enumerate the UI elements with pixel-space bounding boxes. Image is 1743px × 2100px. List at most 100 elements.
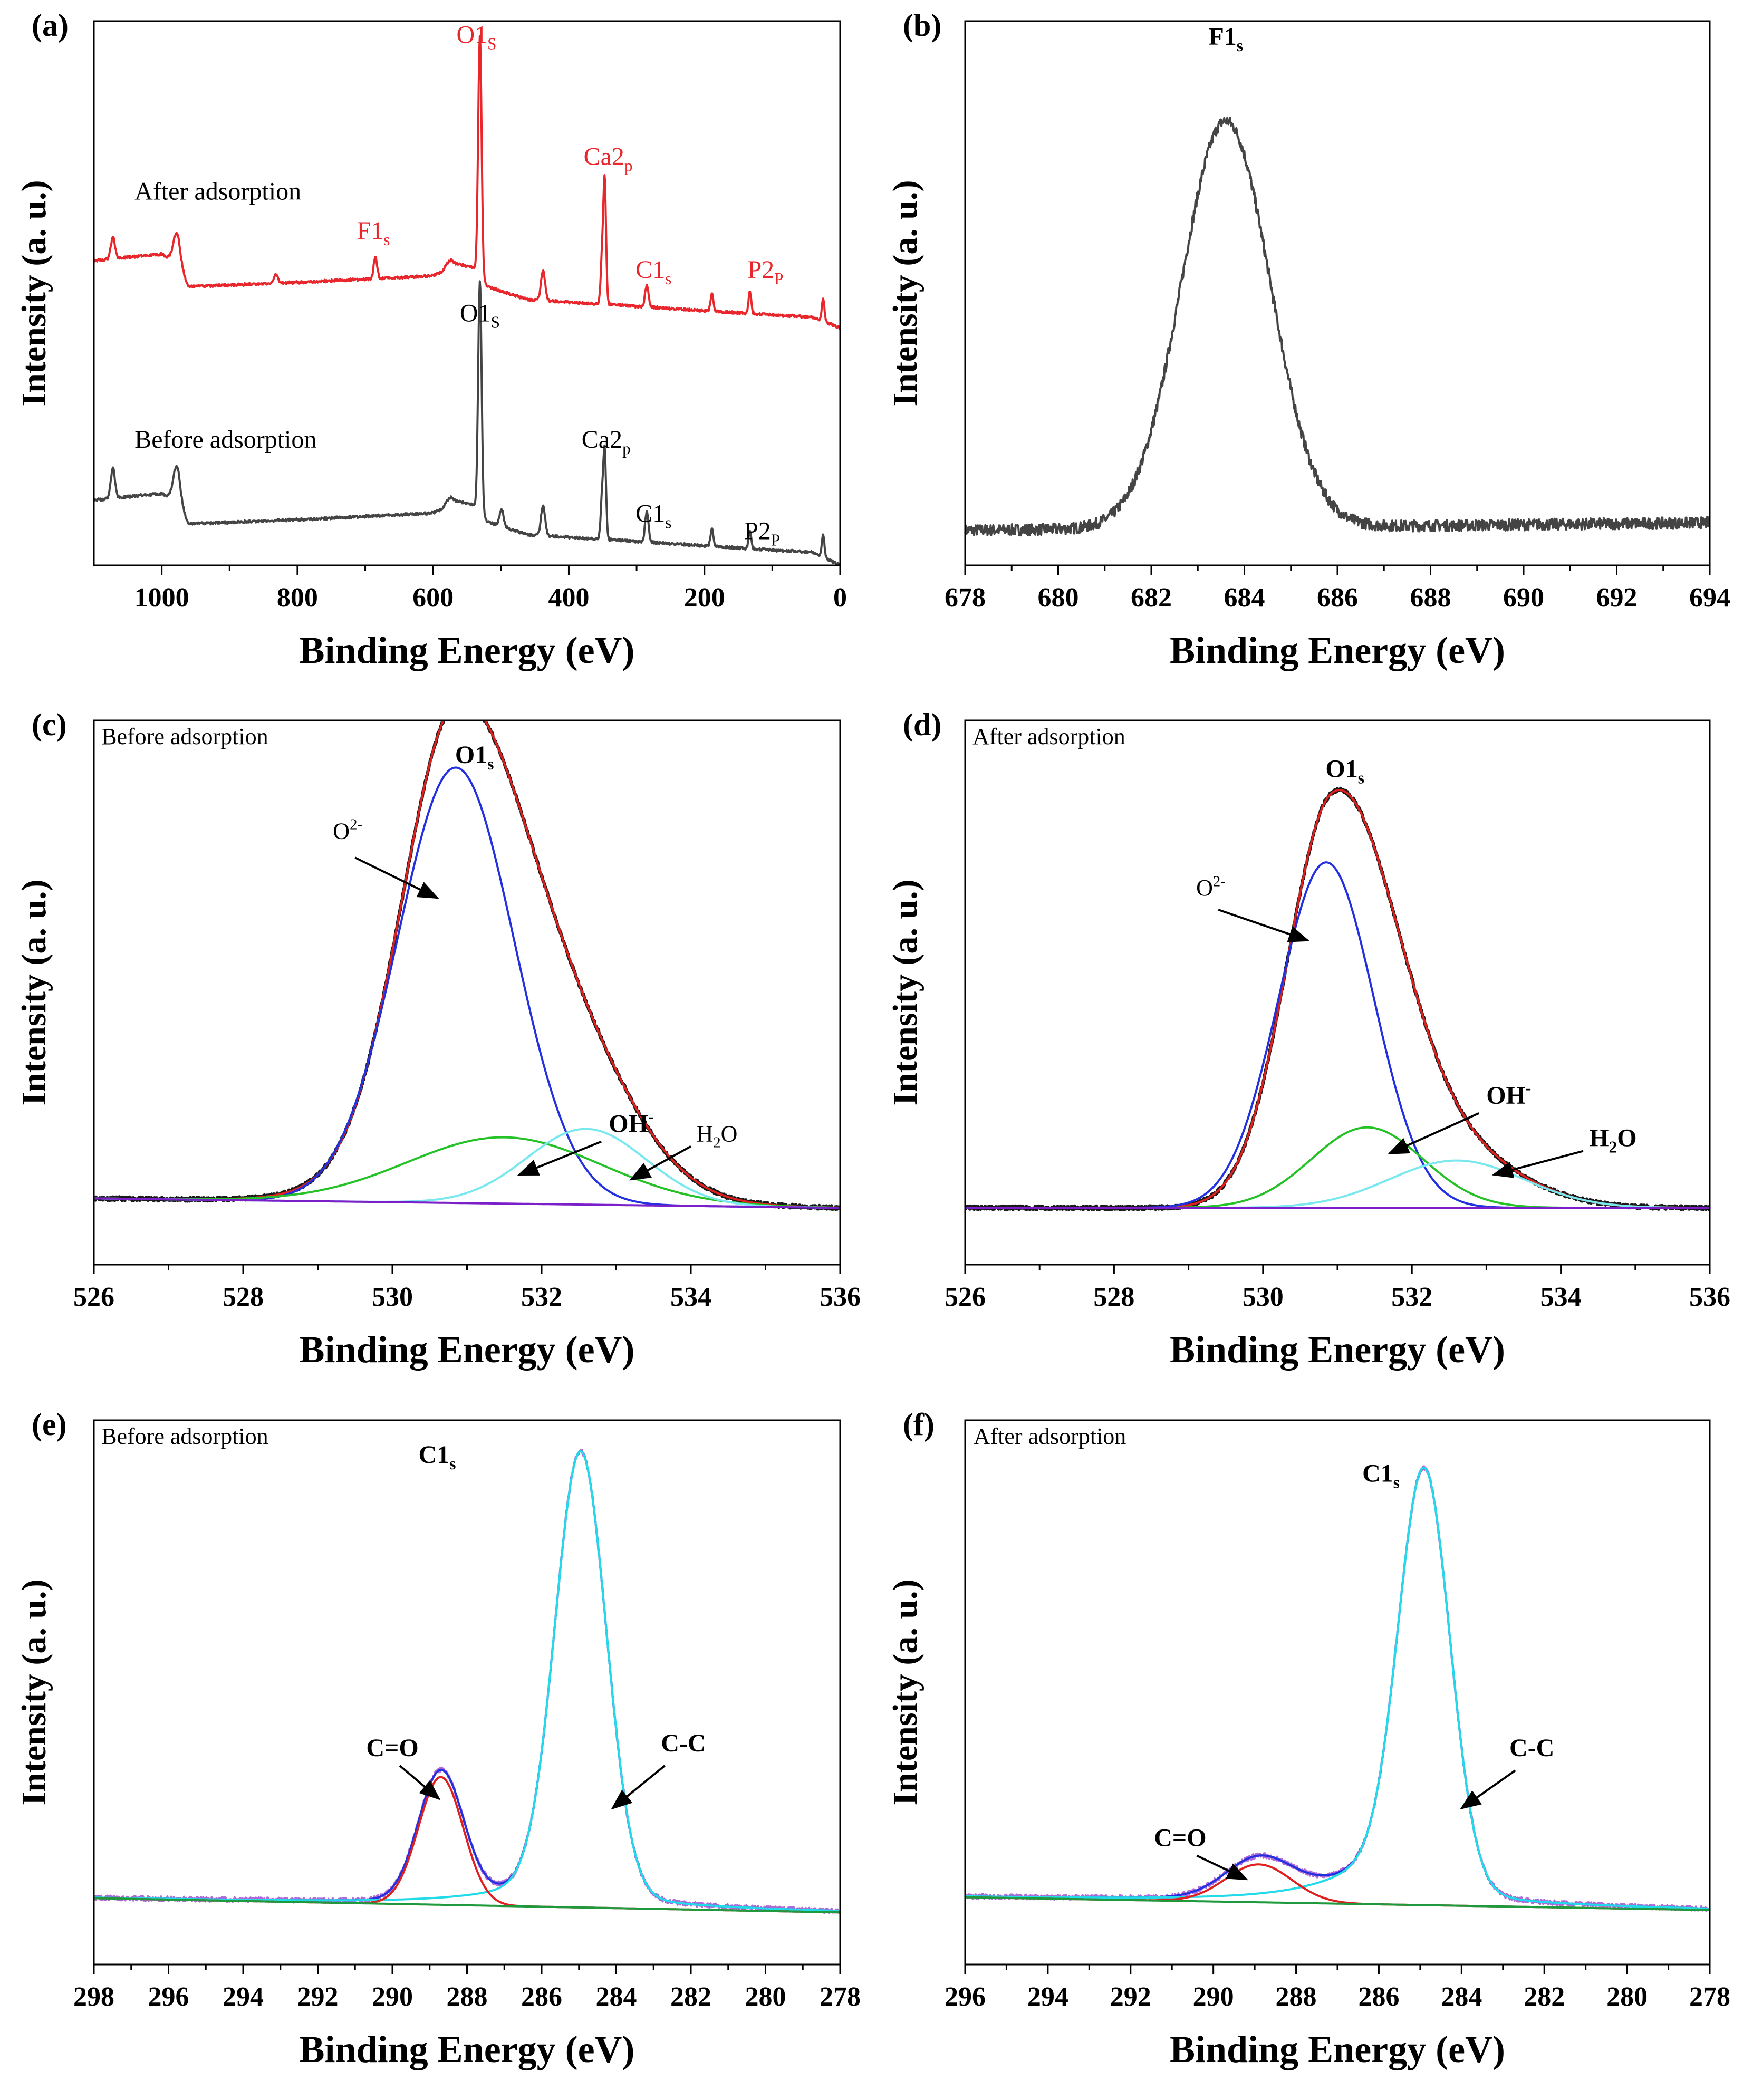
annotation-o1: O1s — [1325, 755, 1364, 787]
panel-label: (c) — [32, 707, 67, 742]
annotation-o1: O1s — [455, 741, 494, 773]
annotation-before-adsorption: Before adsorption — [134, 426, 316, 454]
x-tick-label: 528 — [223, 1282, 264, 1312]
y-axis-label: Intensity (a. u.) — [15, 879, 53, 1105]
x-tick-label: 294 — [223, 1982, 264, 2012]
annotation-o: O2- — [333, 817, 362, 844]
x-axis-label: Binding Energy (eV) — [299, 1328, 634, 1371]
series-group — [94, 720, 840, 1211]
series-group — [965, 786, 1710, 1211]
x-tick-label: 532 — [521, 1282, 562, 1312]
annotation-f1: F1s — [1208, 23, 1243, 55]
series-group — [965, 1465, 1710, 1912]
annotation-arrow — [399, 1765, 441, 1800]
series-before-adsorption — [94, 280, 840, 565]
x-tick-label: 282 — [670, 1982, 711, 2012]
annotation-before-adsorption: Before adsorption — [101, 724, 268, 749]
x-tick-label: 526 — [73, 1282, 114, 1312]
x-tick-label: 534 — [1540, 1282, 1582, 1312]
annotation-c-c: C-C — [661, 1729, 706, 1757]
annotation-before-adsorption: Before adsorption — [101, 1423, 268, 1449]
x-tick-label: 280 — [745, 1982, 786, 2012]
annotation-f1: F1s — [357, 217, 390, 249]
annotation-arrow — [1218, 909, 1310, 942]
y-axis-label: Intensity (a. u.) — [886, 180, 925, 406]
panel-f: 296 294 292 290 288 286 284 282 280 278 Binding En… — [886, 1407, 1730, 2070]
annotation-arrow — [1491, 1150, 1584, 1178]
x-tick-label: 298 — [73, 1982, 114, 2012]
x-tick-label: 286 — [521, 1982, 562, 2012]
x-tick-label: 682 — [1131, 583, 1172, 613]
x-tick-label: 536 — [820, 1282, 861, 1312]
x-tick-label: 600 — [412, 583, 454, 613]
annotation-o: O2- — [1196, 873, 1226, 901]
x-tick-label: 296 — [945, 1982, 986, 2012]
x-axis-label: Binding Energy (eV) — [1170, 1328, 1505, 1371]
annotation-arrow — [517, 1140, 602, 1176]
x-tick-label: 684 — [1224, 583, 1265, 613]
annotation-h: H2O — [697, 1121, 738, 1151]
x-tick-label: 692 — [1596, 583, 1638, 613]
series-group — [94, 35, 840, 565]
panel-label: (a) — [32, 8, 69, 43]
x-tick-label: 288 — [1276, 1982, 1317, 2012]
annotation-c1: C1s — [1362, 1460, 1400, 1492]
series-background — [965, 1896, 1710, 1911]
x-tick-label: 686 — [1317, 583, 1358, 613]
x-tick-label: 286 — [1358, 1982, 1399, 2012]
x-tick-label: 678 — [945, 583, 986, 613]
x-tick-label: 690 — [1503, 583, 1544, 613]
panel-label: (d) — [903, 707, 941, 742]
x-tick-label: 530 — [1243, 1282, 1284, 1312]
x-tick-label: 280 — [1606, 1982, 1648, 2012]
series-after-adsorption — [94, 35, 840, 330]
panel-d: 526 528 530 532 534 536 Binding Energy (eV) Int… — [886, 707, 1730, 1371]
y-axis-label: Intensity (a. u.) — [886, 1579, 925, 1805]
panel-e: 298 296 294 292 290 288 286 284 282 280 278 Binding… — [15, 1407, 861, 2070]
x-tick-label: 278 — [820, 1982, 861, 2012]
y-axis-label: Intensity (a. u.) — [15, 180, 53, 406]
annotation-oh: OH- — [609, 1107, 653, 1138]
panel-b: 678 680 682 684 686 688 690 692 694 Binding Energ… — [886, 8, 1730, 671]
series-background — [94, 1897, 840, 1914]
x-tick-label: 296 — [148, 1982, 189, 2012]
x-tick-label: 284 — [1441, 1982, 1482, 2012]
annotation-h: H2O — [1589, 1124, 1636, 1157]
annotation-after-adsorption: After adsorption — [134, 177, 301, 205]
annotation-after-adsorption: After adsorption — [974, 1423, 1126, 1449]
x-tick-label: 532 — [1391, 1282, 1432, 1312]
annotation-oh: OH- — [1486, 1079, 1531, 1110]
x-tick-label: 282 — [1524, 1982, 1565, 2012]
x-tick-label: 200 — [684, 583, 725, 613]
y-axis-label: Intensity (a. u.) — [15, 1579, 53, 1805]
annotation-c1: C1s — [635, 256, 671, 288]
panel-label: (b) — [903, 8, 941, 43]
annotation-p2: P2P — [747, 256, 783, 288]
annotation-arrow — [1388, 1112, 1480, 1154]
panel-label: (f) — [903, 1407, 935, 1442]
annotation-c-o: C=O — [366, 1734, 418, 1762]
x-tick-label: 400 — [548, 583, 589, 613]
annotation-c1: C1s — [419, 1441, 456, 1473]
annotation-arrow — [629, 1145, 691, 1181]
x-axis-label: Binding Energy (eV) — [1170, 629, 1505, 671]
series-f1s — [965, 116, 1710, 537]
series-c-c — [94, 1450, 840, 1912]
x-axis-label: Binding Energy (eV) — [1170, 2028, 1505, 2070]
x-tick-label: 534 — [670, 1282, 711, 1312]
x-tick-label: 536 — [1689, 1282, 1730, 1312]
annotation-arrow — [354, 856, 439, 899]
x-tick-label: 530 — [372, 1282, 413, 1312]
x-tick-label: 528 — [1093, 1282, 1134, 1312]
x-tick-label: 694 — [1689, 583, 1730, 613]
x-tick-label: 292 — [297, 1982, 339, 2012]
annotation-arrow — [1460, 1769, 1516, 1810]
annotation-c1: C1s — [635, 499, 671, 532]
panel-label: (e) — [32, 1407, 67, 1442]
series-group — [965, 116, 1710, 537]
y-axis-label: Intensity (a. u.) — [886, 879, 925, 1105]
x-tick-label: 288 — [447, 1982, 488, 2012]
x-tick-label: 0 — [833, 583, 847, 613]
